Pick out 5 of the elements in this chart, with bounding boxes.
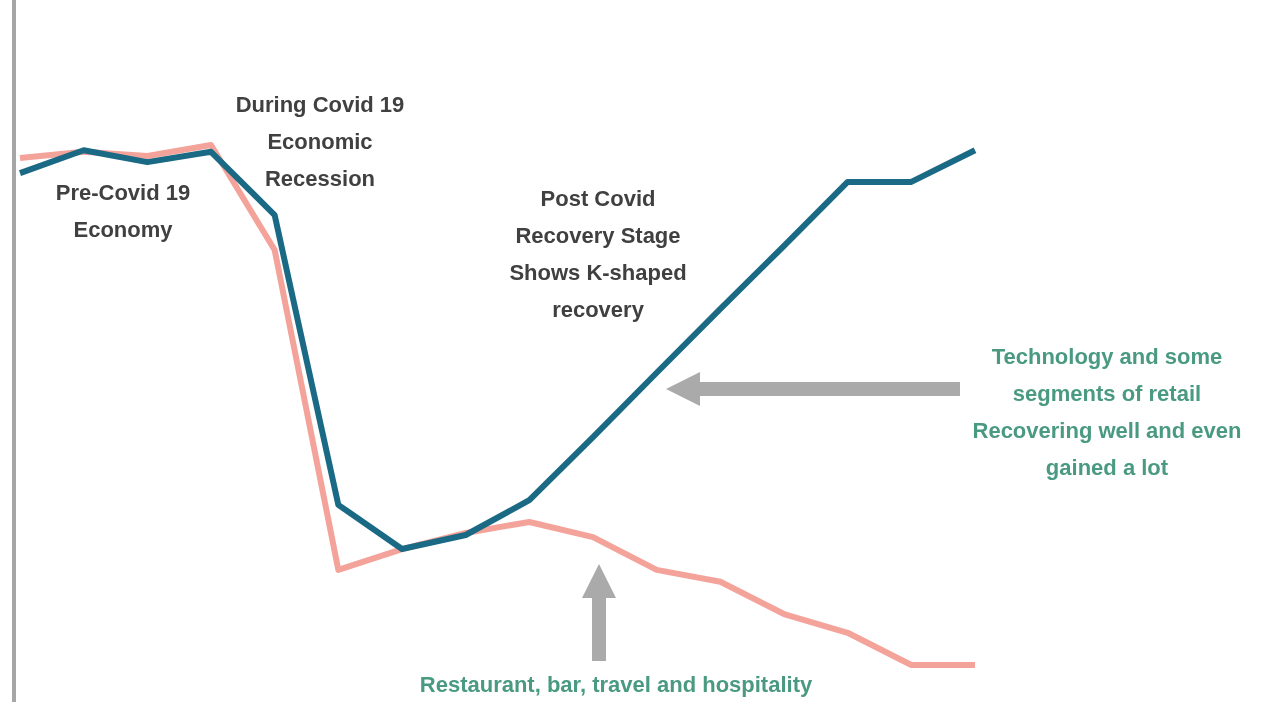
annotation: Post Covid Recovery Stage Shows K-shaped recovery (509, 185, 687, 324)
text: Restaurant, bar, travel and hospitality (419, 671, 813, 699)
annotation: Technology and some segments of retail Recovering well and even gained a lot (972, 343, 1242, 482)
annotation: Pre-Covid 19 Economy (55, 179, 191, 244)
annotation: During Covid 19 Economic Recession (235, 91, 405, 193)
